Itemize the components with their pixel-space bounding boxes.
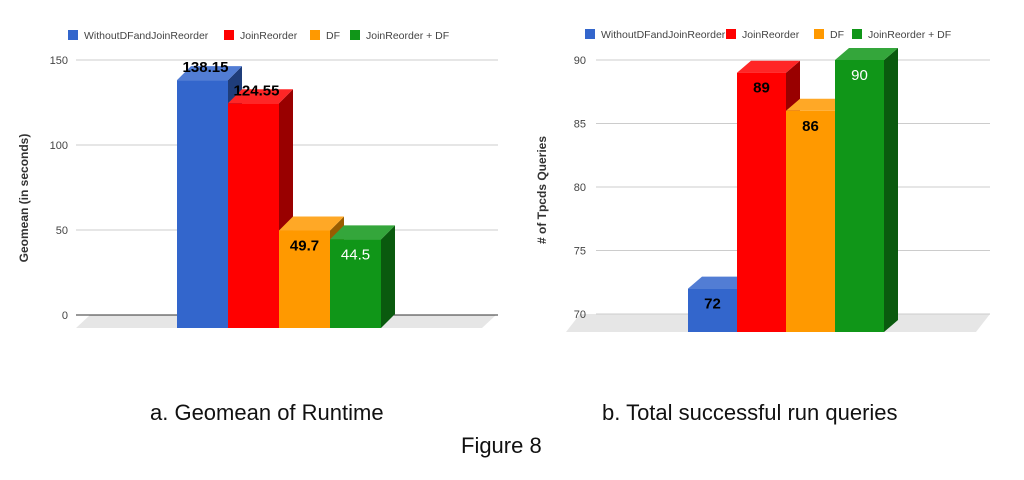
legend-entry: JoinReorder + DF: [366, 30, 449, 42]
legend-entry: WithoutDFandJoinReorder: [601, 29, 726, 41]
bar: [279, 230, 330, 328]
bar: [835, 60, 884, 332]
legend-entry: JoinReorder: [742, 29, 800, 41]
y-tick-label: 85: [574, 119, 586, 131]
y-tick-label: 150: [50, 55, 68, 67]
bar: [786, 110, 835, 332]
bar-top: [279, 216, 344, 231]
legend-swatch: [310, 30, 320, 40]
data-label: 89: [753, 80, 770, 97]
y-tick-label: 80: [574, 182, 586, 194]
y-tick-label: 50: [56, 225, 68, 237]
data-label: 86: [802, 118, 819, 135]
bar: [330, 239, 381, 328]
legend-entry: WithoutDFandJoinReorder: [84, 30, 209, 42]
bar-top: [688, 276, 751, 289]
legend-entry: DF: [830, 29, 844, 41]
data-label: 124.55: [234, 82, 280, 99]
y-tick-label: 0: [62, 310, 68, 322]
legend-swatch: [585, 29, 595, 39]
bar-top: [835, 48, 898, 60]
legend-entry: JoinReorder: [240, 30, 298, 42]
y-tick-label: 75: [574, 246, 586, 258]
bar-top: [737, 60, 800, 73]
bar-top: [177, 66, 242, 81]
y-tick-label: 100: [50, 140, 68, 152]
legend-entry: JoinReorder + DF: [868, 29, 951, 41]
bar: [177, 80, 228, 329]
y-axis-label: Geomean (in seconds): [17, 134, 31, 263]
bar-side: [381, 225, 395, 328]
data-label: 49.7: [290, 238, 319, 255]
bar-top: [330, 225, 395, 240]
figure-label: Figure 8: [461, 433, 542, 458]
bar-side: [884, 48, 898, 332]
bar-top: [786, 98, 849, 111]
chart-b-caption: b. Total successful run queries: [602, 400, 898, 425]
y-axis-label: # of Tpcds Queries: [535, 136, 549, 244]
bar: [688, 288, 737, 332]
data-label: 90: [851, 67, 868, 84]
legend-swatch: [852, 29, 862, 39]
chart-a-caption: a. Geomean of Runtime: [150, 400, 384, 425]
chart-successful-queries: 70 75 80 85 90 # of Tpcds Queries WithoutDFand…: [535, 29, 990, 332]
legend-swatch: [224, 30, 234, 40]
data-label: 72: [704, 296, 721, 313]
legend-swatch: [814, 29, 824, 39]
bar-top: [228, 89, 293, 104]
bar: [228, 103, 279, 328]
legend-swatch: [726, 29, 736, 39]
data-label: 44.5: [341, 246, 370, 263]
legend-swatch: [68, 30, 78, 40]
y-tick-label: 70: [574, 309, 586, 321]
data-label: 138.15: [183, 59, 229, 76]
legend-entry: DF: [326, 30, 340, 42]
legend-swatch: [350, 30, 360, 40]
chart-geomean-runtime: 0 50 100 150 Geomean (in seconds) WithoutDFan…: [17, 30, 498, 329]
bar: [737, 72, 786, 332]
y-tick-label: 90: [574, 55, 586, 67]
